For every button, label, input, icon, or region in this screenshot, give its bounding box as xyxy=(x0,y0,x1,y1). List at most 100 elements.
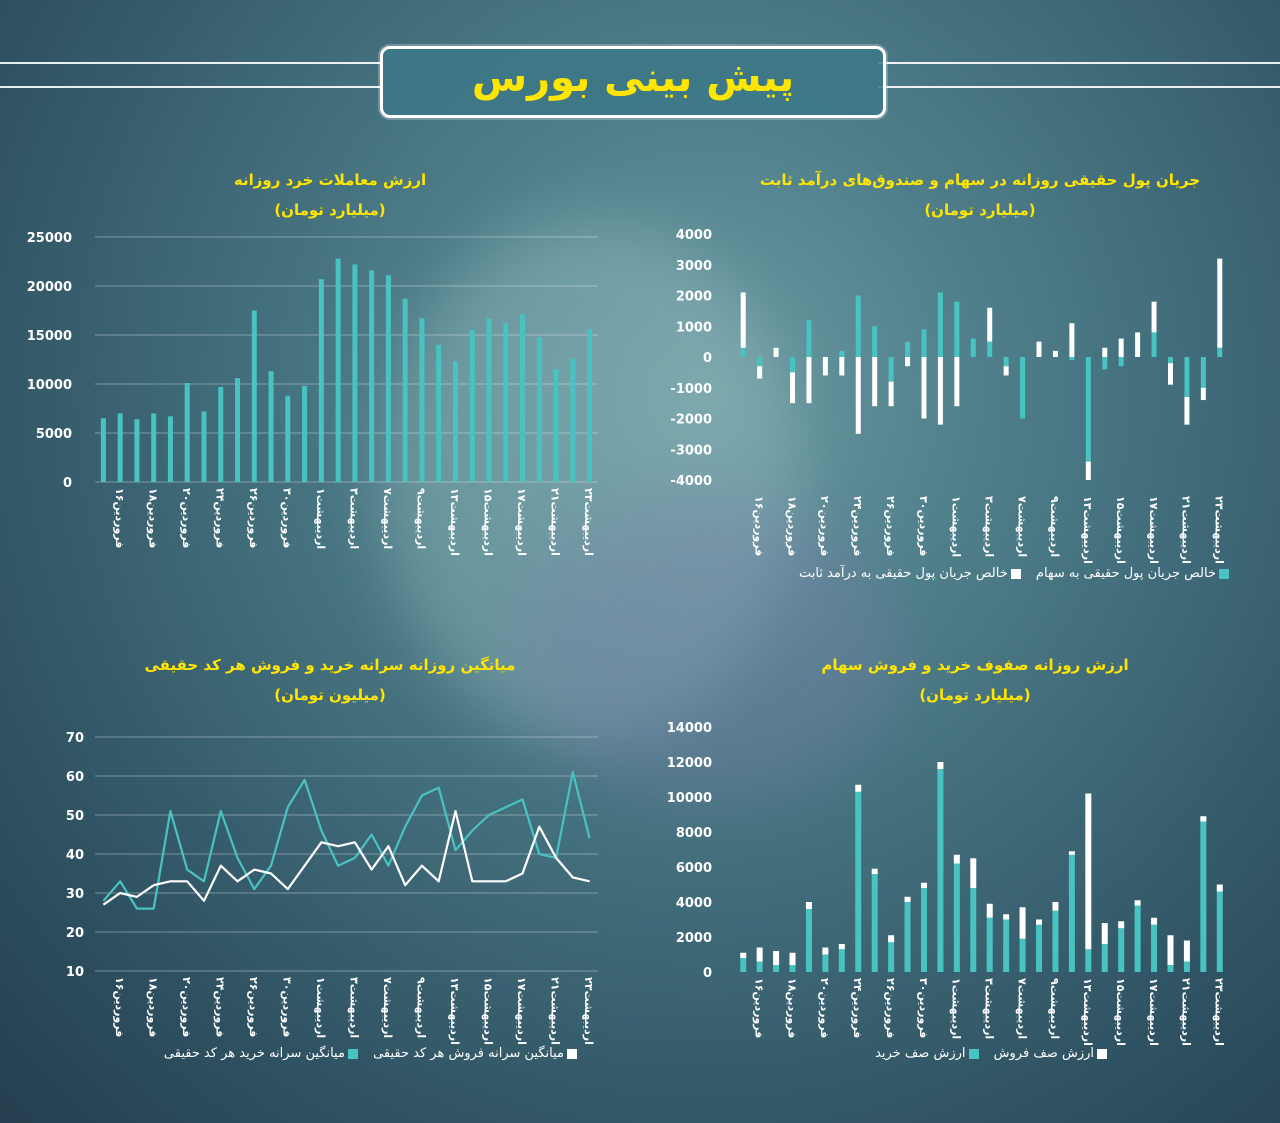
retail-bar xyxy=(100,418,106,482)
flow-stock-bar xyxy=(1151,332,1157,357)
queues-sell-bar xyxy=(1216,884,1223,892)
background-glow-purple xyxy=(520,500,900,800)
queues-sell-bar xyxy=(789,952,796,965)
retail-xtick-label: اردیبهشت۲۳ xyxy=(582,488,595,556)
avg-ytick-label: 70 xyxy=(66,731,84,746)
queues-buy-bar xyxy=(986,917,993,972)
avg-ytick-label: 50 xyxy=(66,809,84,824)
flow-fixed-bar xyxy=(1003,366,1009,376)
retail-xtick-label: اردیبهشت۲۱ xyxy=(549,488,562,556)
queues-ytick-label: 0 xyxy=(703,966,712,981)
retail-bar xyxy=(553,369,559,482)
queues-sell-bar xyxy=(920,882,927,888)
flow-fixed-bar xyxy=(1118,338,1124,357)
queues-sell-bar xyxy=(1068,851,1075,855)
flow-stock-bar xyxy=(1167,357,1173,364)
flow-stock-bar xyxy=(839,350,845,357)
header-line-left-2 xyxy=(0,86,382,88)
flow-ytick-label: 1000 xyxy=(676,320,712,335)
flow-xtick-label: اردیبهشت۱ xyxy=(950,496,963,557)
avg-xtick-label: فروردین۳۰ xyxy=(280,977,293,1037)
retail-ytick-label: 5000 xyxy=(36,427,72,442)
queues-ytick-label: 10000 xyxy=(667,791,712,806)
flow-xtick-label: فروردین۱۸ xyxy=(785,496,798,556)
avg-xtick-label: فروردین۲۶ xyxy=(247,977,260,1037)
flow-fixed-bar xyxy=(1217,258,1223,348)
queues-sell-bar xyxy=(1052,902,1059,911)
avg-xtick-label: اردیبهشت۷ xyxy=(381,977,394,1038)
avg-legend: میانگین سرانه فروش هر کد حقیقی میانگین س… xyxy=(156,1046,580,1061)
queues-buy-bar xyxy=(1019,938,1026,972)
flow-xtick-label: فروردین۲۴ xyxy=(851,496,864,556)
queues-buy-bar xyxy=(904,902,911,972)
queues-sell-bar xyxy=(1101,923,1108,944)
flow-ytick-label: 4000 xyxy=(676,228,712,243)
retail-bar xyxy=(536,336,542,482)
flow-stock-bar xyxy=(872,326,878,357)
flow-xtick-label: فروردین۲۶ xyxy=(884,496,897,556)
flow-stock-bar xyxy=(1085,357,1091,462)
queues-sell-bar xyxy=(740,952,747,958)
queues-sell-bar xyxy=(970,858,977,888)
queues-buy-bar xyxy=(789,965,796,972)
queues-ytick-label: 6000 xyxy=(676,861,712,876)
queues-xtick-label: فروردین۳۰ xyxy=(917,978,930,1038)
flow-stock-bar xyxy=(1184,357,1190,397)
flow-ytick-label: -4000 xyxy=(670,474,712,489)
retail-bar xyxy=(235,378,241,482)
queues-sell-bar xyxy=(1167,935,1174,965)
retail-xtick-label: اردیبهشت۱۳ xyxy=(448,488,461,556)
flow-fixed-bar xyxy=(1069,323,1075,357)
flow-fixed-bar xyxy=(790,372,796,404)
retail-bar xyxy=(385,275,391,482)
queues-sell-bar xyxy=(1151,917,1158,925)
queues-legend: ارزش صف فروش ارزش صف خرید xyxy=(867,1046,1110,1061)
flow-fixed-bar xyxy=(905,357,911,367)
queues-chart-title: ارزش روزانه صفوف خرید و فروش سهام (میلیا… xyxy=(760,650,1190,710)
flow-stock-bar xyxy=(970,338,976,357)
flow-fixed-bar xyxy=(937,357,943,425)
queues-buy-bar xyxy=(1167,965,1174,972)
flow-ytick-label: 3000 xyxy=(676,259,712,274)
retail-xtick-label: فروردین۱۶ xyxy=(113,488,126,548)
avg-xtick-label: اردیبهشت۲۳ xyxy=(582,977,595,1045)
queues-xtick-label: اردیبهشت۱ xyxy=(950,978,963,1039)
retail-xtick-label: اردیبهشت۱۵ xyxy=(482,488,495,556)
retail-xtick-label: فروردین۲۴ xyxy=(213,488,226,548)
flow-fixed-bar xyxy=(1102,347,1108,357)
retail-xtick-label: فروردین۲۶ xyxy=(247,488,260,548)
queues-title: ارزش روزانه صفوف خرید و فروش سهام xyxy=(821,656,1129,674)
retail-bar xyxy=(218,386,224,482)
retail-bar xyxy=(201,411,207,482)
flow-ytick-label: 2000 xyxy=(676,290,712,305)
queues-sell-bar xyxy=(871,868,878,874)
flow-stock-bar xyxy=(987,341,993,357)
queues-xtick-label: اردیبهشت۹ xyxy=(1048,978,1061,1039)
flow-stock-bar xyxy=(740,347,746,357)
retail-bar xyxy=(184,383,190,482)
avg-chart-title: میانگین روزانه سرانه خرید و فروش هر کد ح… xyxy=(80,650,580,710)
queues-xtick-label: اردیبهشت۳ xyxy=(983,978,996,1039)
queues-buy-bar xyxy=(1101,944,1108,972)
flow-stock-bar xyxy=(937,292,943,357)
queues-xtick-label: اردیبهشت۲۳ xyxy=(1213,978,1226,1046)
queues-sell-bar xyxy=(1118,921,1125,929)
retail-bar xyxy=(469,330,475,482)
avg-ytick-label: 60 xyxy=(66,770,84,785)
queues-sell-bar xyxy=(822,947,829,955)
queues-ytick-label: 2000 xyxy=(676,931,712,946)
flow-xtick-label: اردیبهشت۹ xyxy=(1048,496,1061,557)
queues-sell-bar xyxy=(855,784,862,792)
flow-xtick-label: فروردین۳۰ xyxy=(917,496,930,556)
flow-xtick-label: اردیبهشت۱۵ xyxy=(1114,496,1127,564)
flow-fixed-bar xyxy=(1135,332,1141,357)
flow-ytick-label: 0 xyxy=(703,351,712,366)
queues-buy-bar xyxy=(1216,891,1223,972)
queues-buy-bar xyxy=(1085,949,1092,972)
queues-buy-bar xyxy=(1003,919,1010,972)
queues-buy-bar xyxy=(871,874,878,972)
queues-xtick-label: اردیبهشت۷ xyxy=(1015,978,1028,1039)
retail-bar xyxy=(352,264,358,482)
queues-buy-bar xyxy=(888,942,895,972)
